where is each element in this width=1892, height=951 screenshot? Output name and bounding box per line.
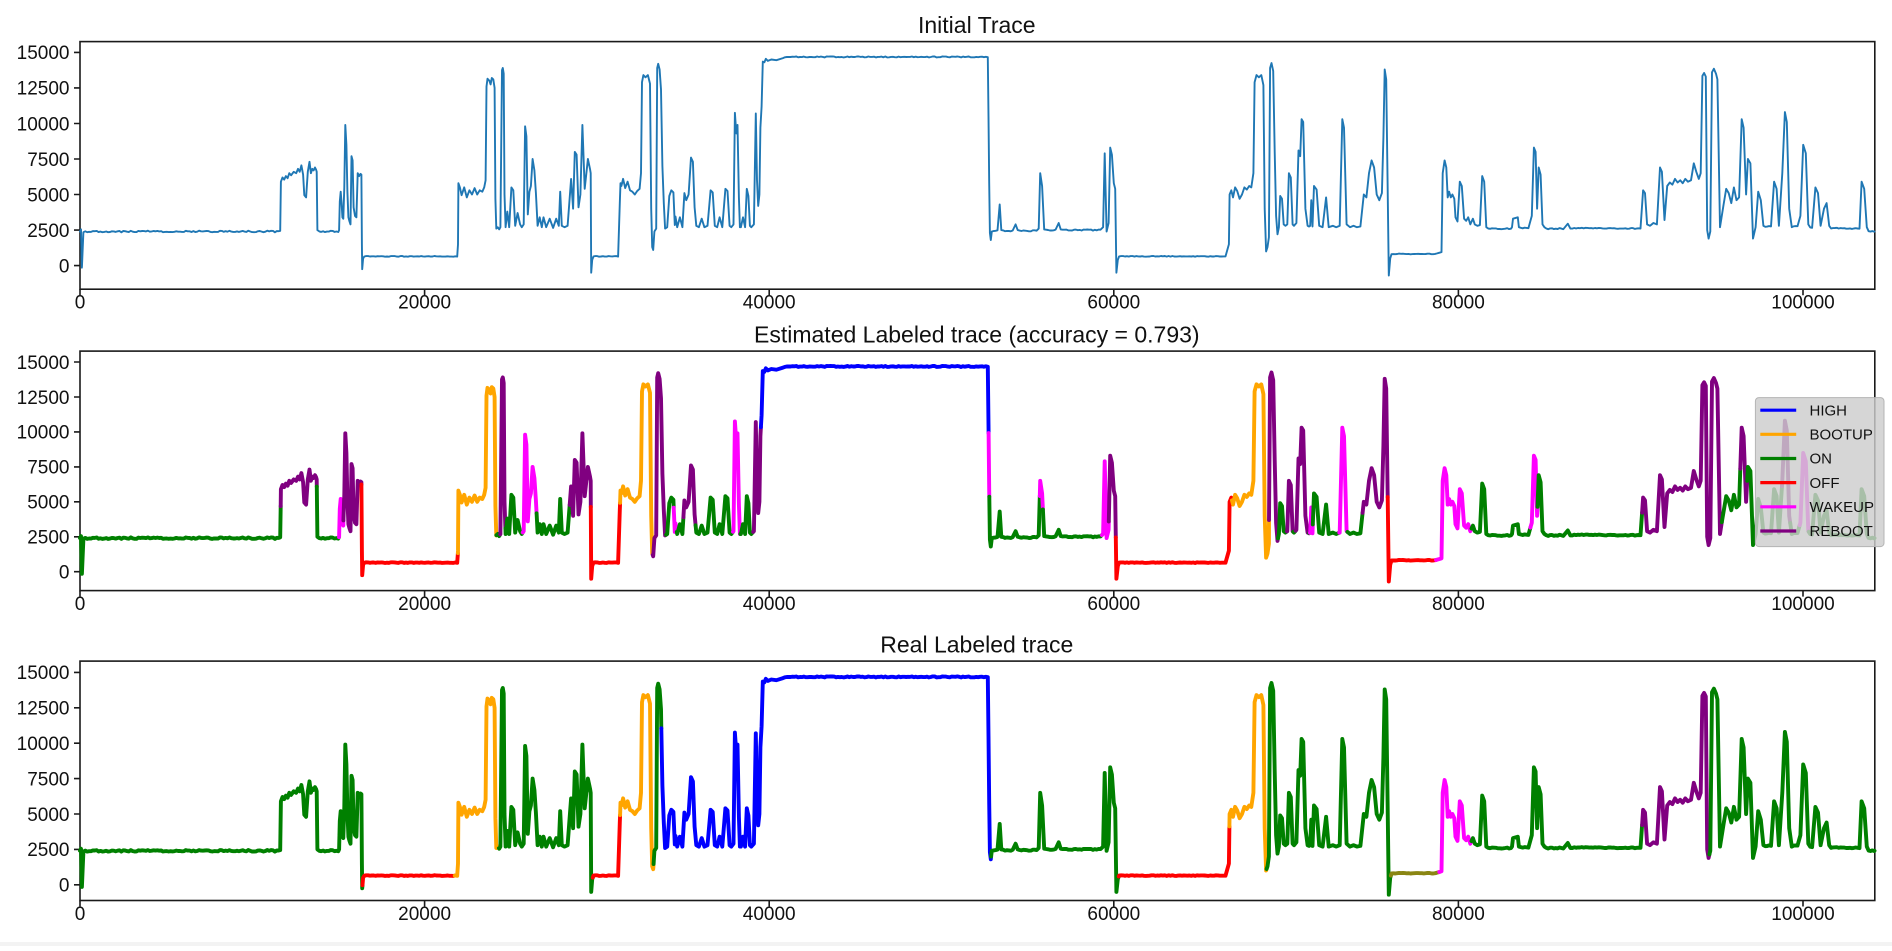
svg-text:7500: 7500 [27,150,69,171]
svg-text:0: 0 [59,563,70,584]
svg-text:0: 0 [75,594,86,615]
svg-text:15000: 15000 [17,43,70,64]
svg-text:40000: 40000 [743,594,796,615]
svg-text:ON: ON [1810,451,1833,468]
svg-text:12500: 12500 [17,699,70,720]
svg-text:60000: 60000 [1087,594,1140,615]
svg-text:12500: 12500 [17,79,70,100]
svg-text:80000: 80000 [1432,293,1485,314]
svg-text:5000: 5000 [27,805,69,826]
svg-text:15000: 15000 [17,353,70,374]
svg-text:5000: 5000 [27,493,69,514]
svg-text:7500: 7500 [27,458,69,479]
svg-text:OFF: OFF [1810,475,1840,492]
svg-text:20000: 20000 [398,594,451,615]
svg-text:10000: 10000 [17,734,70,755]
svg-text:7500: 7500 [27,769,69,790]
svg-text:0: 0 [59,876,70,897]
svg-text:WAKEUP: WAKEUP [1810,499,1874,516]
svg-text:2500: 2500 [27,221,69,242]
svg-text:BOOTUP: BOOTUP [1810,427,1873,444]
svg-text:100000: 100000 [1771,594,1834,615]
svg-text:60000: 60000 [1087,293,1140,314]
svg-text:60000: 60000 [1087,904,1140,925]
svg-text:20000: 20000 [398,293,451,314]
svg-text:2500: 2500 [27,528,69,549]
svg-text:12500: 12500 [17,388,70,409]
svg-text:Initial Trace: Initial Trace [918,12,1036,38]
svg-text:10000: 10000 [17,423,70,444]
svg-text:0: 0 [75,293,86,314]
svg-text:20000: 20000 [398,904,451,925]
svg-text:5000: 5000 [27,185,69,206]
svg-text:100000: 100000 [1771,293,1834,314]
svg-text:40000: 40000 [743,293,796,314]
svg-text:HIGH: HIGH [1810,402,1848,419]
svg-text:80000: 80000 [1432,594,1485,615]
svg-text:10000: 10000 [17,114,70,135]
svg-text:80000: 80000 [1432,904,1485,925]
svg-text:40000: 40000 [743,904,796,925]
svg-text:2500: 2500 [27,840,69,861]
svg-text:REBOOT: REBOOT [1810,523,1873,540]
svg-text:Real Labeled trace: Real Labeled trace [880,631,1073,657]
svg-text:Estimated Labeled trace (accur: Estimated Labeled trace (accuracy = 0.79… [754,321,1200,347]
svg-text:0: 0 [59,256,70,277]
svg-text:15000: 15000 [17,663,70,684]
svg-text:0: 0 [75,904,86,925]
svg-text:100000: 100000 [1771,904,1834,925]
